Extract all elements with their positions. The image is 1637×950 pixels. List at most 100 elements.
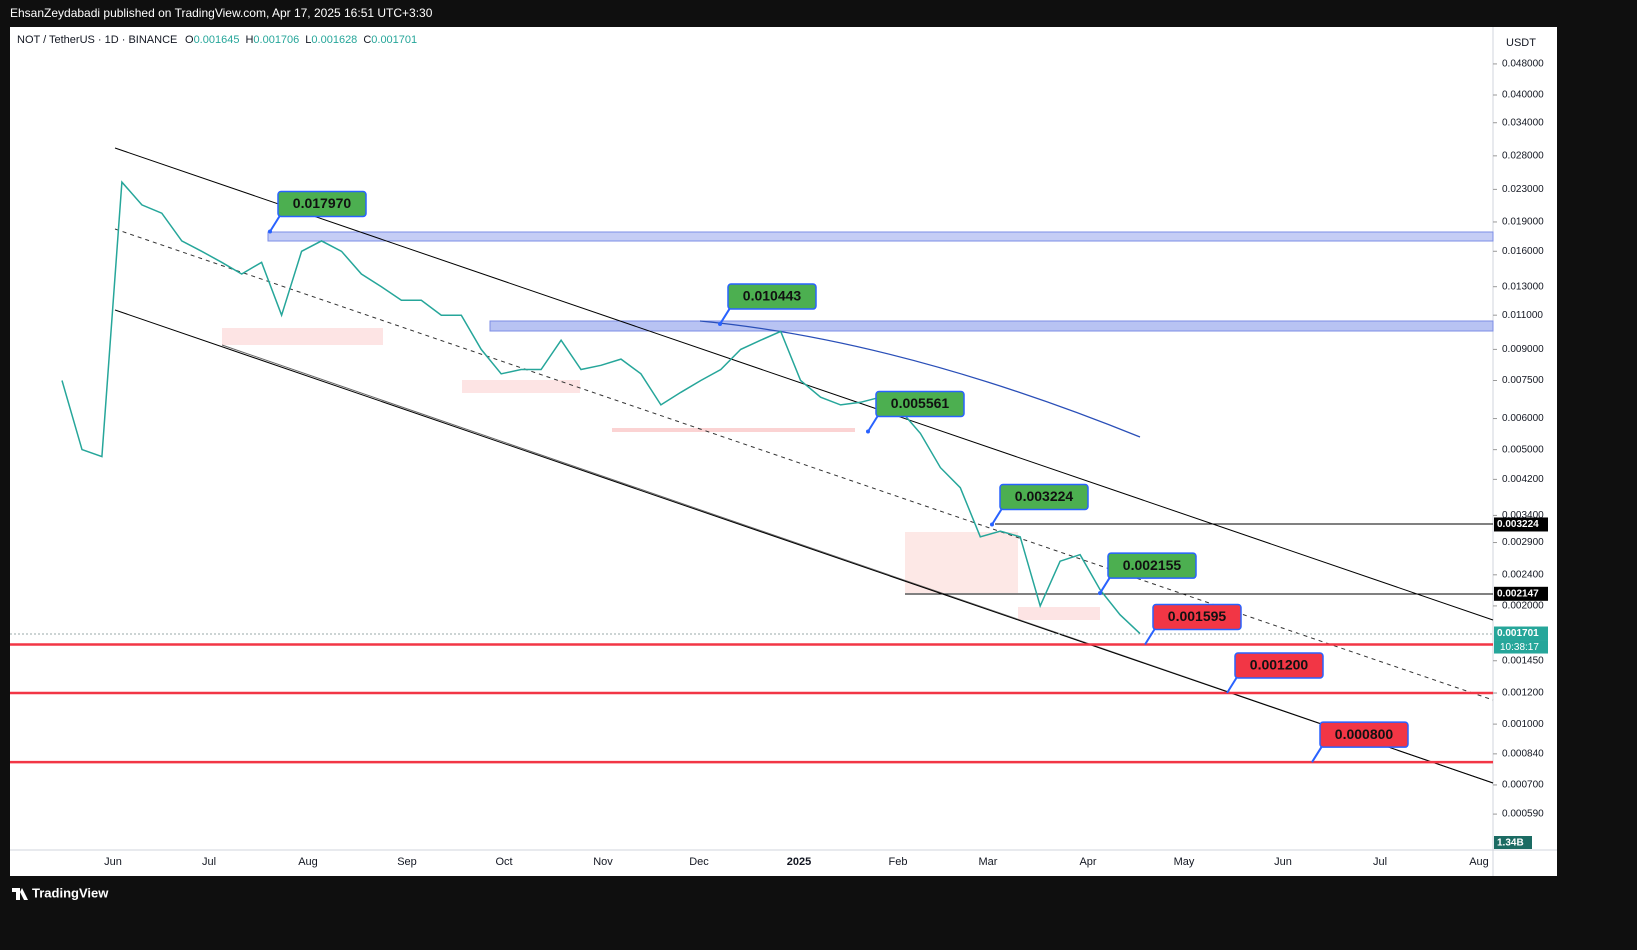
y-tick-label: 0.005000: [1502, 444, 1544, 455]
x-tick-label: Jun: [104, 856, 122, 868]
y-tick-label: 0.001450: [1502, 655, 1544, 666]
connector: [269, 214, 281, 233]
y-tick-label: 0.002000: [1502, 601, 1544, 612]
ohlc-value: 0.001706: [253, 34, 299, 46]
annotation-box: [999, 483, 1089, 511]
y-tick-label: 0.048000: [1502, 59, 1544, 70]
demand-zone: [905, 532, 1018, 593]
x-tick-label: 2025: [787, 856, 811, 868]
y-tick-label: 0.040000: [1502, 90, 1544, 101]
annotation-box: [277, 190, 367, 218]
y-tick-label: 0.034000: [1502, 117, 1544, 128]
volume-label-box: [1494, 836, 1532, 849]
ohlc-key: O: [185, 34, 194, 46]
price-label-box: [1494, 626, 1548, 641]
volume-label: 1.34B: [1497, 838, 1524, 849]
ohlc-key: C: [363, 34, 371, 46]
currency: USDT: [1506, 37, 1536, 49]
channel-bottom-2: [221, 344, 1494, 784]
y-tick-label: 0.000840: [1502, 748, 1544, 759]
connector: [1099, 576, 1111, 594]
x-tick-label: Jun: [1274, 856, 1292, 868]
plot: 0.017970 0.010443 0.005561 0.003224 0.002155…: [10, 180, 1548, 849]
ohlc: O0.001645 H0.001706 L0.001628 C0.001701: [185, 34, 417, 46]
chart-area: [10, 27, 1557, 876]
y-tick-label: 0.000700: [1502, 780, 1544, 791]
y-tick-label: 0.001200: [1502, 688, 1544, 699]
connector: [991, 507, 1003, 526]
footer-brand: TradingView: [32, 885, 109, 900]
annotation-label: 0.001200: [1250, 657, 1309, 673]
x-tick-label: May: [1174, 856, 1195, 868]
price-label: 0.003224: [1497, 519, 1539, 530]
ohlc-value: 0.001645: [194, 34, 240, 46]
y-tick-label: 0.023000: [1502, 184, 1544, 195]
y-tick-label: 0.006000: [1502, 413, 1544, 424]
y-tick-label: 0.016000: [1502, 246, 1544, 257]
logo: [12, 888, 28, 900]
ohlc-key: H: [245, 34, 253, 46]
ohlc-key: L: [305, 34, 311, 46]
resistance-zone: [489, 320, 1494, 332]
x-tick-label: Sep: [397, 856, 417, 868]
connector: [1226, 676, 1238, 694]
price-label: 0.002147: [1497, 588, 1539, 599]
y-tick-label: 0.013000: [1502, 281, 1544, 292]
annotation-box: [1152, 603, 1242, 631]
ohlc-values: O0.001645 H0.001706 L0.001628 C0.001701: [185, 34, 417, 46]
annotation-label: 0.010443: [743, 288, 802, 304]
price-label-box: [1494, 586, 1548, 601]
annotation-label: 0.002155: [1123, 557, 1182, 573]
annotation-label: 0.003224: [1015, 488, 1074, 504]
connector: [1311, 745, 1323, 763]
price-label: 0.001701: [1497, 628, 1539, 639]
demand-zone: [1018, 607, 1100, 620]
x-tick-label: Dec: [689, 856, 709, 868]
y-tick-label: 0.019000: [1502, 217, 1544, 228]
annotation-label: 0.005561: [891, 395, 950, 411]
x-tick-label: Nov: [593, 856, 613, 868]
annotation-box: [727, 283, 817, 310]
channel-mid: [114, 228, 1494, 701]
ohlc-value: 0.001701: [371, 34, 417, 46]
annotation-label: 0.017970: [293, 195, 352, 211]
x-tick-label: Jul: [1373, 856, 1387, 868]
demand-zone: [462, 380, 580, 393]
ohlc-value: 0.001628: [311, 34, 357, 46]
x-tick-label: Oct: [495, 856, 512, 868]
demand-zone: [612, 428, 855, 432]
price-label-box: [1494, 517, 1548, 532]
countdown-box: [1494, 640, 1548, 654]
publish-info: EhsanZeydabadi published on TradingView.…: [10, 6, 433, 20]
y-tick-label: 0.002400: [1502, 569, 1544, 580]
y-tick-label: 0.003400: [1502, 510, 1544, 521]
resistance-zone: [267, 231, 1494, 242]
moving-average: [699, 320, 1141, 438]
y-tick-label: 0.009000: [1502, 344, 1544, 355]
y-tick-label: 0.001000: [1502, 719, 1544, 730]
annotation-box: [1107, 552, 1197, 579]
annotation-label: 0.001595: [1168, 608, 1227, 624]
annotation-box: [1234, 652, 1324, 679]
countdown: 10:38:17: [1500, 642, 1539, 653]
y-tick-label: 0.002900: [1502, 537, 1544, 548]
x-tick-label: Mar: [979, 856, 998, 868]
annotation-label: 0.000800: [1335, 726, 1394, 742]
x-tick-label: Aug: [1469, 856, 1489, 868]
x-tick-label: Jul: [202, 856, 216, 868]
price-line: [61, 180, 1141, 635]
y-tick-label: 0.028000: [1502, 150, 1544, 161]
x-tick-label: Aug: [298, 856, 318, 868]
annotation-box: [1319, 721, 1409, 748]
annotation-box: [875, 390, 965, 418]
y-tick-label: 0.000590: [1502, 809, 1544, 820]
x-tick-label: Apr: [1079, 856, 1096, 868]
y-tick-label: 0.004200: [1502, 474, 1544, 485]
connector: [719, 307, 731, 325]
connector: [867, 414, 879, 433]
demand-zone: [222, 328, 383, 345]
connector: [1144, 627, 1156, 646]
y-tick-label: 0.007500: [1502, 375, 1544, 386]
x-tick-label: Feb: [889, 856, 908, 868]
